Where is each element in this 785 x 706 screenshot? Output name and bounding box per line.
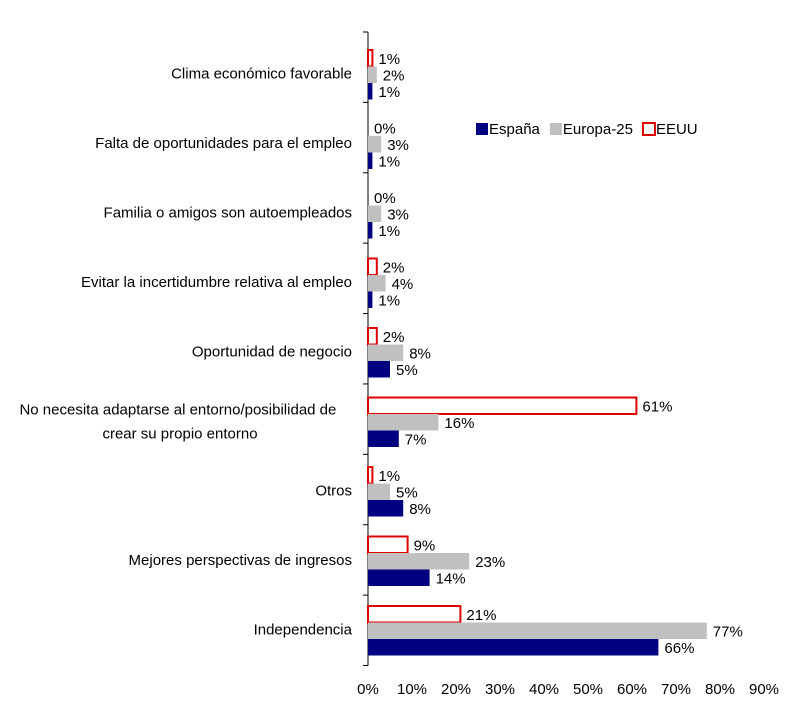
x-tick-label: 10%	[397, 681, 427, 698]
value-label: 3%	[387, 137, 409, 154]
category-label: No necesita adaptarse al entorno/posibil…	[19, 401, 340, 442]
bar	[367, 257, 378, 276]
value-label: 14%	[436, 571, 466, 588]
x-tick-label: 0%	[357, 681, 379, 698]
bar	[368, 569, 430, 586]
legend-label: Europa-25	[563, 121, 633, 138]
value-label: 7%	[405, 432, 427, 449]
value-label: 77%	[713, 624, 743, 641]
bar	[367, 466, 374, 485]
value-label: 1%	[378, 223, 400, 240]
bar	[367, 396, 638, 415]
bar	[368, 275, 386, 292]
value-label: 61%	[642, 399, 672, 416]
bar	[368, 361, 390, 378]
legend-swatch	[476, 123, 488, 135]
bar	[368, 639, 659, 656]
value-label: 4%	[392, 276, 414, 293]
bar	[368, 430, 399, 447]
value-label: 23%	[475, 554, 505, 571]
category-label: Otros	[315, 483, 352, 500]
category-label: Evitar la incertidumbre relativa al empl…	[81, 274, 352, 291]
value-label: 1%	[378, 468, 400, 485]
category-label: Falta de oportunidades para el empleo	[95, 135, 352, 152]
value-label: 1%	[378, 84, 400, 101]
value-label: 0%	[374, 121, 396, 138]
category-label: Independencia	[254, 622, 353, 639]
value-label: 3%	[387, 207, 409, 224]
bar	[368, 500, 404, 517]
bar	[368, 66, 377, 83]
value-label: 8%	[409, 346, 431, 363]
value-label: 66%	[664, 640, 694, 657]
value-label: 21%	[466, 607, 496, 624]
legend-label: España	[489, 121, 541, 138]
x-tick-label: 90%	[749, 681, 779, 698]
value-label: 1%	[378, 154, 400, 171]
x-tick-label: 30%	[485, 681, 515, 698]
x-tick-label: 60%	[617, 681, 647, 698]
value-label: 16%	[444, 415, 474, 432]
value-label: 5%	[396, 485, 418, 502]
bar	[368, 291, 373, 308]
bar	[367, 49, 374, 68]
value-label: 0%	[374, 190, 396, 207]
bar	[368, 205, 382, 222]
category-label: Familia o amigos son autoempleados	[104, 205, 352, 222]
x-tick-label: 20%	[441, 681, 471, 698]
value-label: 1%	[378, 293, 400, 310]
bar	[368, 483, 390, 500]
value-label: 9%	[414, 538, 436, 555]
bar	[368, 622, 707, 639]
category-label: Mejores perspectivas de ingresos	[129, 552, 352, 569]
bar	[368, 414, 439, 431]
value-label: 2%	[383, 329, 405, 346]
bar	[367, 535, 409, 554]
x-tick-label: 50%	[573, 681, 603, 698]
legend-swatch	[549, 123, 562, 135]
x-tick-label: 40%	[529, 681, 559, 698]
legend-label: EEUU	[656, 121, 698, 138]
value-label: 5%	[396, 362, 418, 379]
legend-swatch	[641, 122, 656, 136]
value-label: 2%	[383, 68, 405, 85]
bar	[367, 605, 462, 624]
category-label: Clima económico favorable	[171, 66, 352, 83]
value-label: 2%	[383, 260, 405, 277]
x-tick-label: 70%	[661, 681, 691, 698]
bar	[368, 83, 373, 100]
x-tick-label: 80%	[705, 681, 735, 698]
bar	[368, 136, 382, 153]
bar	[368, 152, 373, 169]
category-label: Oportunidad de negocio	[192, 344, 352, 361]
value-label: 1%	[378, 51, 400, 68]
bar	[368, 553, 470, 570]
bar	[367, 327, 378, 346]
value-label: 8%	[409, 501, 431, 518]
bar	[368, 344, 404, 361]
bar	[368, 222, 373, 239]
